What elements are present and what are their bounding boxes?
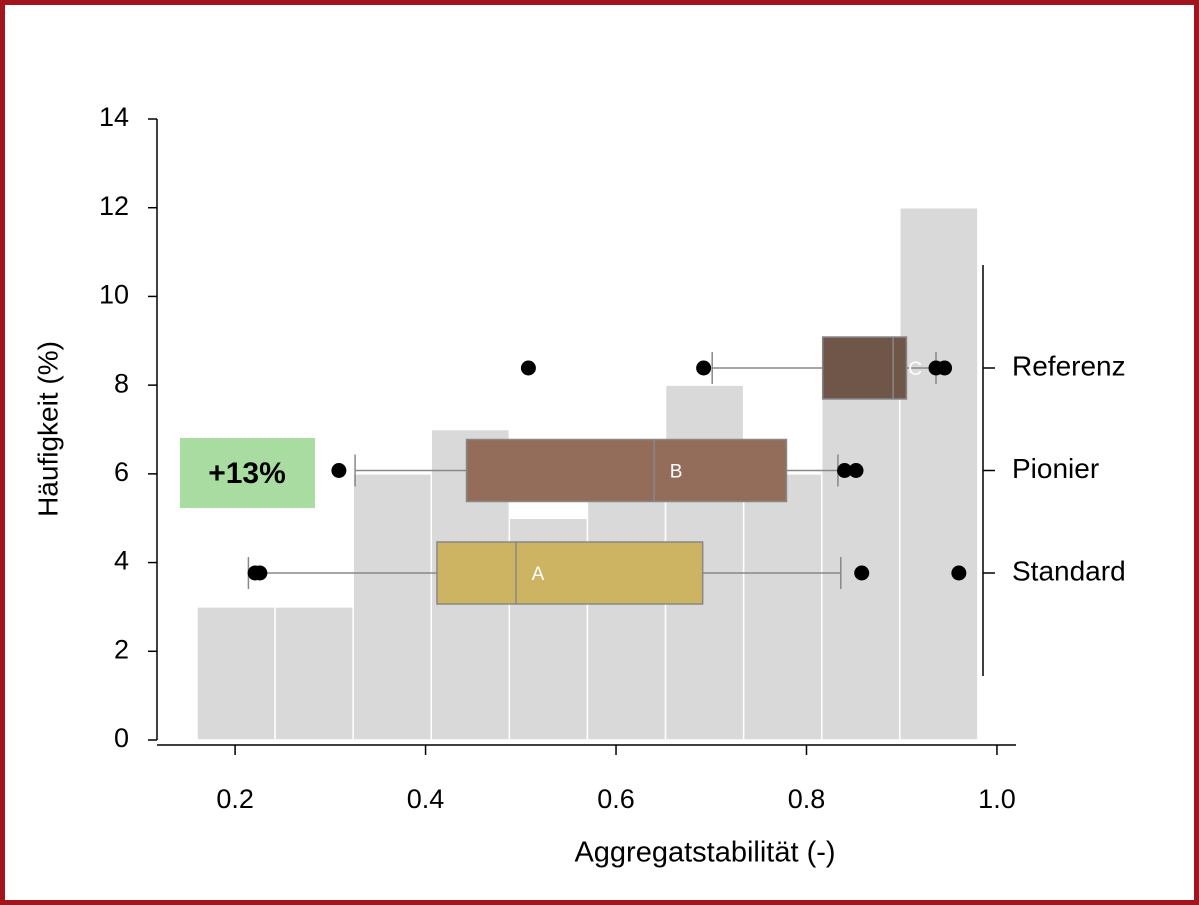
y-tick-label: 4 bbox=[114, 546, 129, 576]
x-axis-label: Aggregatstabilität (-) bbox=[574, 837, 835, 869]
y-tick-label: 2 bbox=[114, 634, 129, 664]
outlier bbox=[937, 361, 952, 376]
outlier bbox=[696, 361, 711, 376]
annotation: +13% bbox=[208, 457, 286, 490]
y-tick-label: 0 bbox=[114, 723, 129, 753]
box-label: C bbox=[908, 359, 922, 380]
y-tick-label: 6 bbox=[114, 457, 129, 487]
box-label: A bbox=[532, 564, 545, 585]
y-tick-label: 12 bbox=[99, 191, 129, 221]
box-label: B bbox=[670, 462, 683, 483]
histogram-bar bbox=[744, 474, 822, 740]
x-tick-label: 0.2 bbox=[216, 784, 254, 814]
outlier bbox=[951, 566, 966, 581]
outlier bbox=[854, 566, 869, 581]
outlier bbox=[331, 463, 346, 478]
x-tick-label: 0.6 bbox=[597, 784, 635, 814]
histogram-bar bbox=[900, 208, 978, 740]
category-label: Referenz bbox=[1012, 350, 1126, 381]
box bbox=[437, 542, 703, 604]
chart: +13% Aggregatstabilität (-) Häufigkeit (… bbox=[0, 0, 1199, 905]
outlier bbox=[521, 361, 536, 376]
histogram-bar bbox=[275, 607, 353, 740]
y-tick-label: 10 bbox=[99, 280, 129, 310]
outlier bbox=[252, 566, 267, 581]
histogram-bar bbox=[197, 607, 275, 740]
box bbox=[823, 337, 907, 399]
x-tick-label: 0.4 bbox=[407, 784, 445, 814]
outlier bbox=[849, 463, 864, 478]
y-tick-label: 8 bbox=[114, 368, 129, 398]
category-label: Standard bbox=[1012, 555, 1126, 586]
x-tick-label: 1.0 bbox=[978, 784, 1016, 814]
histogram-bar bbox=[587, 474, 665, 740]
category-label: Pionier bbox=[1012, 453, 1099, 484]
x-tick-label: 0.8 bbox=[788, 784, 826, 814]
y-tick-label: 14 bbox=[99, 102, 129, 132]
box bbox=[467, 440, 787, 502]
histogram-bar bbox=[353, 474, 431, 740]
histogram-bar bbox=[822, 341, 900, 740]
y-axis-label: Häufigkeit (%) bbox=[32, 341, 63, 517]
